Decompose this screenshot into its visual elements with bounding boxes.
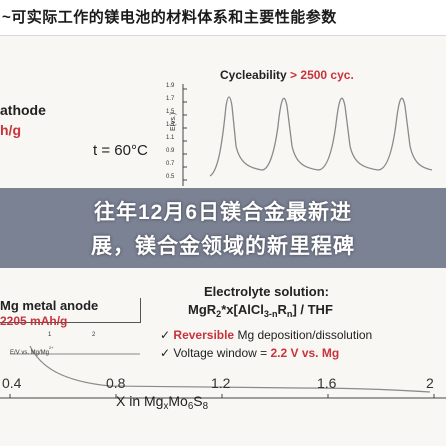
y-tick: 0.9 xyxy=(166,148,175,154)
discharge-profile-line xyxy=(29,345,431,393)
x-tick: 1.2 xyxy=(211,375,231,391)
y-tick: 0.7 xyxy=(166,161,175,167)
y-tick: 1.5 xyxy=(166,109,175,115)
x-tick: 2 xyxy=(426,375,434,391)
figure-image: Cycleability > 2500 cyc. E(vs.) 1.9 1.7 … xyxy=(0,36,446,446)
anode-value: 2205 mAh/g xyxy=(0,314,68,328)
small-tick: 2 xyxy=(92,332,96,338)
cathode-label: athode xyxy=(0,102,46,118)
x-tick: 1.6 xyxy=(317,375,337,391)
cycling-curve-line xyxy=(209,96,433,177)
small-axis-label: E/V vs. Mg/Mg2+ xyxy=(10,345,54,356)
temperature-label: t = 60°C xyxy=(93,142,148,159)
x-tick: 0.4 xyxy=(2,375,22,391)
cycleability-value: > 2500 cyc. xyxy=(290,68,354,82)
y-tick: 1.9 xyxy=(166,83,175,89)
cathode-unit: h/g xyxy=(0,122,21,138)
headline-line-1: 往年12月6日镁合金最新进 xyxy=(93,201,353,224)
cycleability-label: Cycleability > 2500 cyc. xyxy=(220,68,354,82)
cycling-curve-plot xyxy=(0,84,446,399)
check-item-reversible: ✓ Reversible Mg deposition/dissolution xyxy=(160,328,373,342)
check-item-voltage: ✓ Voltage window = 2.2 V vs. Mg xyxy=(160,346,340,360)
check-icon: ✓ xyxy=(160,328,171,342)
check-icon: ✓ xyxy=(160,346,171,360)
headline-line-2: 展，镁合金领域的新里程碑 xyxy=(91,235,355,258)
electrolyte-formula: MgR2*x[AlCl3-nRn] / THF xyxy=(188,302,333,319)
y-tick: 1.1 xyxy=(166,135,175,141)
anode-box xyxy=(0,298,141,323)
headline-overlay[interactable]: 往年12月6日镁合金最新进 展，镁合金领域的新里程碑 xyxy=(0,188,446,268)
x-tick: 0.8 xyxy=(106,375,126,391)
y-tick: 0.5 xyxy=(166,174,175,180)
small-tick: 1 xyxy=(48,332,52,338)
electrolyte-title: Electrolyte solution: xyxy=(204,284,329,299)
x-axis-label: X in MgxMo6S8 xyxy=(116,393,209,412)
y-tick: 1.3 xyxy=(166,122,175,128)
y-tick: 1.7 xyxy=(166,96,175,102)
anode-label: Mg metal anode xyxy=(0,298,99,313)
page-title: ~可实际工作的镁电池的材料体系和主要性能参数 xyxy=(0,0,446,36)
electrolyte-box: Electrolyte solution: MgR2*x[AlCl3-nRn] … xyxy=(158,284,420,370)
